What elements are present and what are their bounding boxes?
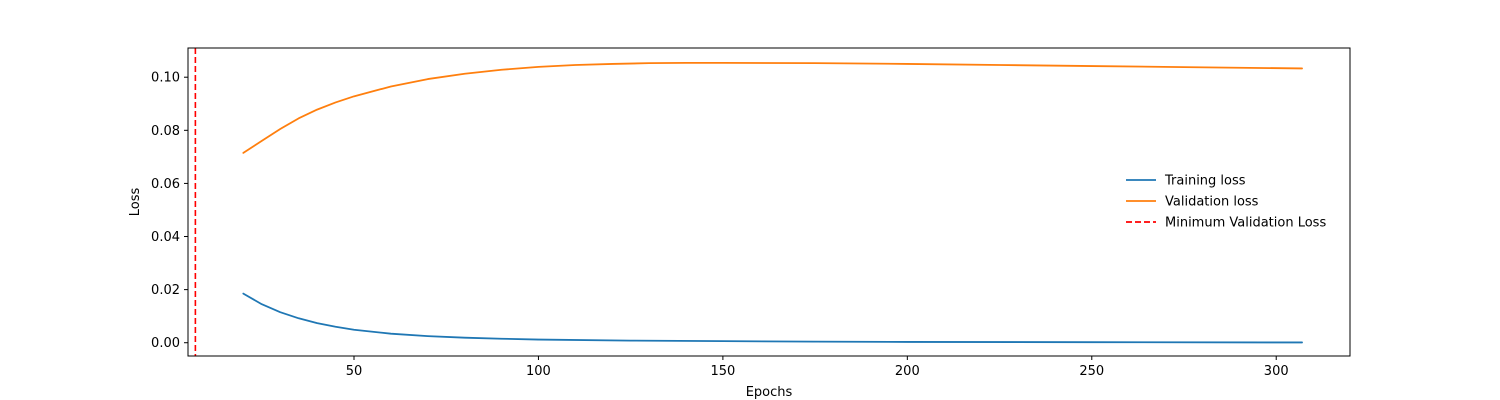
plot-frame xyxy=(187,47,1351,357)
legend-label: Training loss xyxy=(1164,174,1246,189)
x-tick-label: 100 xyxy=(526,364,551,379)
x-tick-label: 150 xyxy=(710,364,735,379)
y-tick-label: 0.10 xyxy=(151,71,180,86)
legend-label: Validation loss xyxy=(1165,195,1259,210)
series-line-validation-loss xyxy=(242,61,1303,154)
x-tick-label: 50 xyxy=(346,364,363,379)
y-axis-label: Loss xyxy=(128,188,143,217)
x-tick-label: 300 xyxy=(1264,364,1289,379)
y-tick-label: 0.06 xyxy=(151,177,180,192)
series-line-training-loss xyxy=(242,292,1303,344)
y-tick-label: 0.00 xyxy=(151,336,180,351)
x-tick-label: 250 xyxy=(1079,364,1104,379)
y-tick-label: 0.04 xyxy=(151,230,180,245)
y-tick-label: 0.02 xyxy=(151,283,180,298)
legend-label: Minimum Validation Loss xyxy=(1165,216,1326,231)
y-tick-label: 0.08 xyxy=(151,124,180,139)
x-axis-label: Epochs xyxy=(746,385,793,400)
legend: Training loss Validation loss Minimum Vali… xyxy=(1126,174,1326,231)
x-tick-label: 200 xyxy=(895,364,920,379)
plot-area xyxy=(194,48,1303,356)
